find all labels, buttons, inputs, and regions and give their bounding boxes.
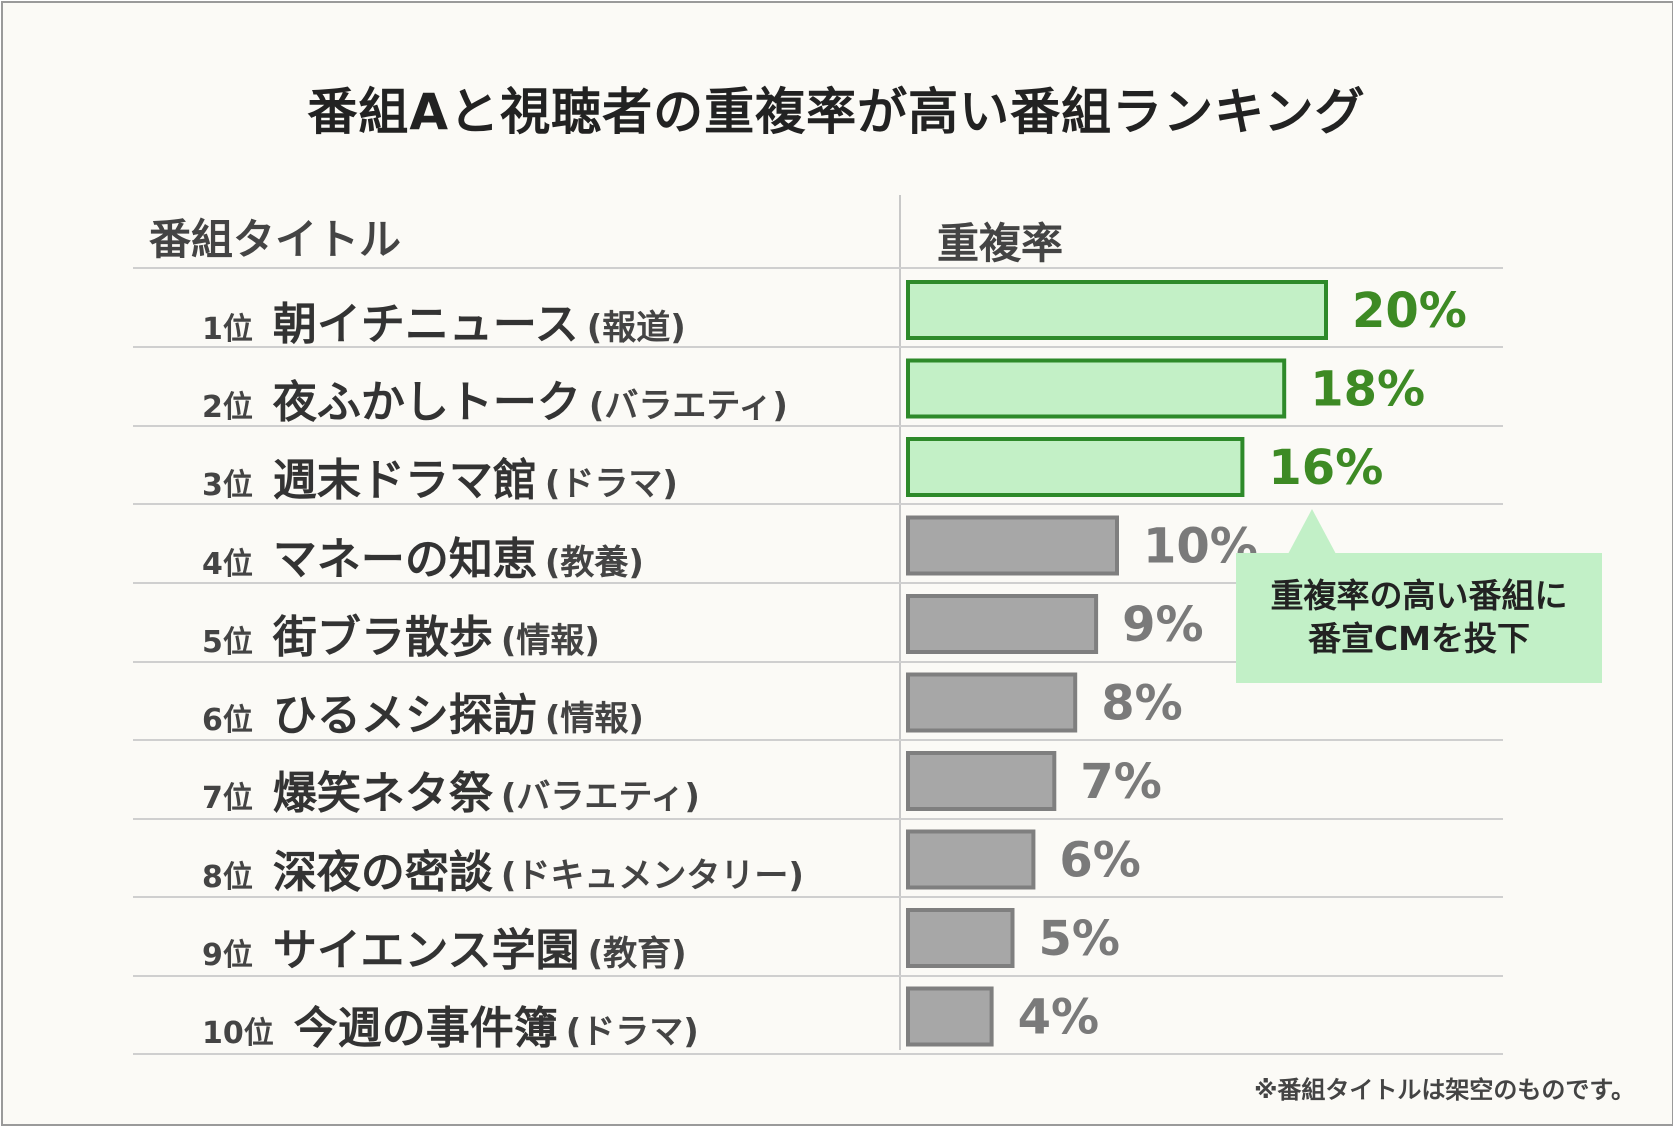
row-separator bbox=[133, 1053, 1503, 1055]
bar-3 bbox=[906, 437, 1245, 497]
callout-pointer bbox=[1288, 509, 1336, 554]
row-label-4: 4位 マネーの知恵 (教養) bbox=[202, 523, 644, 587]
program-genre: (ドキュメンタリー) bbox=[500, 856, 804, 896]
column-header-title: 番組タイトル bbox=[149, 215, 402, 264]
bar-10 bbox=[906, 986, 994, 1047]
program-genre: (バラエティ) bbox=[500, 777, 700, 817]
program-genre: (情報) bbox=[500, 621, 600, 661]
rank-label: 7位 bbox=[202, 781, 253, 816]
rank-label: 2位 bbox=[202, 390, 253, 425]
program-name: 今週の事件簿 bbox=[293, 1003, 558, 1054]
program-name: 街ブラ散歩 bbox=[272, 612, 493, 663]
value-label-3: 16% bbox=[1268, 440, 1383, 496]
value-label-6: 8% bbox=[1101, 676, 1183, 732]
rank-label: 10位 bbox=[202, 1016, 274, 1051]
program-genre: (報道) bbox=[586, 308, 686, 348]
program-genre: (ドラマ) bbox=[565, 1012, 699, 1052]
bar-8 bbox=[906, 829, 1036, 890]
rank-label: 6位 bbox=[202, 703, 253, 738]
program-genre: (情報) bbox=[544, 699, 644, 739]
value-label-10: 4% bbox=[1018, 990, 1100, 1046]
program-name: サイエンス学園 bbox=[272, 925, 580, 976]
footnote: ※番組タイトルは架空のものです。 bbox=[1254, 1076, 1635, 1104]
program-genre: (教養) bbox=[544, 543, 644, 583]
chart-title: 番組Aと視聴者の重複率が高い番組ランキング bbox=[307, 83, 1366, 141]
program-name: 爆笑ネタ祭 bbox=[272, 768, 493, 819]
row-separator bbox=[133, 425, 1503, 427]
rank-label: 4位 bbox=[202, 547, 253, 582]
program-genre: (教育) bbox=[587, 934, 687, 974]
row-separator bbox=[133, 503, 1503, 505]
rank-label: 5位 bbox=[202, 625, 253, 660]
bar-6 bbox=[906, 672, 1078, 733]
program-name: ひるメシ探訪 bbox=[272, 690, 537, 741]
bar-2 bbox=[906, 358, 1287, 419]
rank-label: 1位 bbox=[202, 312, 253, 347]
row-label-10: 10位 今週の事件簿 (ドラマ) bbox=[202, 992, 699, 1056]
program-name: 週末ドラマ館 bbox=[272, 455, 537, 506]
column-header-rate: 重複率 bbox=[937, 219, 1064, 268]
rank-label: 8位 bbox=[202, 860, 253, 895]
value-label-1: 20% bbox=[1352, 283, 1467, 339]
bar-7 bbox=[906, 751, 1057, 811]
row-label-1: 1位 朝イチニュース (報道) bbox=[202, 288, 686, 352]
program-name: マネーの知恵 bbox=[272, 534, 537, 585]
callout-line-1: 重複率の高い番組に bbox=[1270, 576, 1568, 616]
program-name: 深夜の密談 bbox=[272, 847, 493, 898]
callout-line-2: 番宣CMを投下 bbox=[1307, 619, 1531, 658]
value-label-8: 6% bbox=[1059, 833, 1141, 889]
column-divider bbox=[899, 195, 901, 1050]
bar-5 bbox=[906, 594, 1099, 654]
value-label-2: 18% bbox=[1310, 362, 1425, 418]
row-separator bbox=[133, 661, 1503, 663]
row-label-8: 8位 深夜の密談 (ドキュメンタリー) bbox=[202, 836, 804, 900]
program-name: 夜ふかしトーク bbox=[272, 377, 581, 428]
row-separator bbox=[133, 818, 1503, 820]
bar-4 bbox=[906, 515, 1119, 576]
value-label-7: 7% bbox=[1080, 754, 1162, 810]
row-separator bbox=[133, 896, 1503, 898]
row-separator bbox=[133, 975, 1503, 977]
program-genre: (バラエティ) bbox=[588, 386, 788, 426]
program-genre: (ドラマ) bbox=[544, 464, 678, 504]
bar-9 bbox=[906, 908, 1015, 968]
row-separator bbox=[133, 582, 1503, 584]
row-label-7: 7位 爆笑ネタ祭 (バラエティ) bbox=[202, 757, 700, 821]
row-label-6: 6位 ひるメシ探訪 (情報) bbox=[202, 679, 644, 743]
row-label-5: 5位 街ブラ散歩 (情報) bbox=[202, 601, 600, 665]
value-label-9: 5% bbox=[1039, 911, 1121, 967]
row-separator bbox=[133, 346, 1503, 348]
value-label-5: 9% bbox=[1122, 597, 1204, 653]
program-name: 朝イチニュース bbox=[272, 299, 579, 350]
bar-1 bbox=[906, 280, 1328, 340]
rank-label: 9位 bbox=[202, 938, 253, 973]
rank-label: 3位 bbox=[202, 468, 253, 503]
row-separator bbox=[133, 739, 1503, 741]
row-label-9: 9位 サイエンス学園 (教育) bbox=[202, 914, 687, 978]
row-separator bbox=[133, 267, 1503, 269]
callout-box: 重複率の高い番組に 番宣CMを投下 bbox=[1236, 553, 1602, 683]
row-label-2: 2位 夜ふかしトーク (バラエティ) bbox=[202, 366, 788, 430]
row-label-3: 3位 週末ドラマ館 (ドラマ) bbox=[202, 444, 678, 508]
